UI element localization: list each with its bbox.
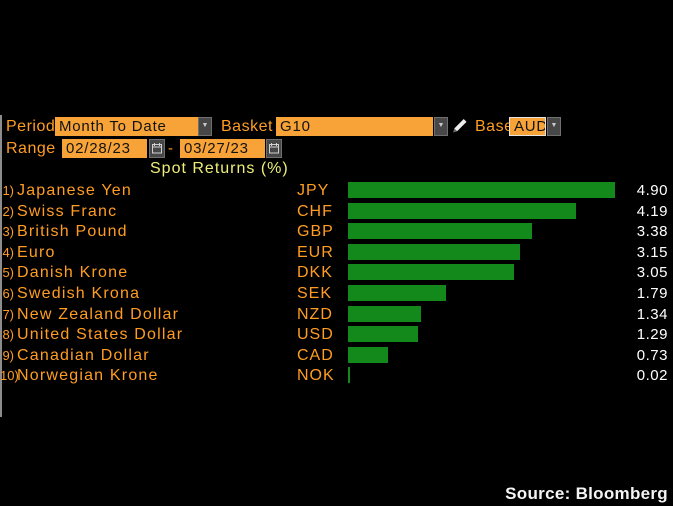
edit-basket-button[interactable] xyxy=(451,116,469,134)
return-value: 1.34 xyxy=(636,305,668,323)
currency-code: CHF xyxy=(297,202,333,220)
row-rank: 6) xyxy=(2,286,14,301)
currency-name: United States Dollar xyxy=(17,326,184,344)
row-rank: 3) xyxy=(2,224,14,240)
return-value: 3.15 xyxy=(636,243,668,261)
row-rank: 4) xyxy=(2,244,14,260)
basket-dropdown-button[interactable]: ▼ xyxy=(434,117,448,136)
currency-row[interactable]: 6) Swedish Krona SEK 1.79 xyxy=(0,283,673,304)
range-separator: - xyxy=(168,140,173,157)
currency-code: SEK xyxy=(297,285,333,302)
panel-left-border xyxy=(0,115,2,417)
currency-row[interactable]: 4) Euro EUR 3.15 xyxy=(0,242,673,263)
currency-name: British Pound xyxy=(17,223,128,241)
chevron-down-icon: ▼ xyxy=(550,122,558,129)
currency-row[interactable]: 7) New Zealand Dollar NZD 1.34 xyxy=(0,304,673,325)
currency-row[interactable]: 9) Canadian Dollar CAD 0.73 xyxy=(0,345,673,366)
row-rank: 5) xyxy=(2,265,14,281)
period-label: Period xyxy=(6,118,56,135)
currency-code: NZD xyxy=(297,305,333,323)
return-bar xyxy=(348,346,388,363)
currency-name: Japanese Yen xyxy=(17,182,132,199)
range-end-input[interactable]: 03/27/23 xyxy=(180,139,265,158)
row-rank: 10) xyxy=(0,368,19,384)
currency-name: Swedish Krona xyxy=(17,285,141,302)
currency-code: CAD xyxy=(297,346,334,364)
chart-title: Spot Returns (%) xyxy=(150,160,289,177)
currency-code: JPY xyxy=(297,182,330,199)
row-rank: 2) xyxy=(2,203,14,219)
base-select[interactable]: AUD xyxy=(509,117,546,136)
currency-row[interactable]: 5) Danish Krone DKK 3.05 xyxy=(0,262,673,283)
return-value: 0.73 xyxy=(636,346,668,364)
return-bar xyxy=(348,223,533,240)
return-bar xyxy=(348,285,446,301)
base-label: Base xyxy=(475,118,514,135)
return-value: 4.90 xyxy=(636,182,668,199)
currency-name: Danish Krone xyxy=(17,264,129,282)
return-bar xyxy=(348,182,615,198)
period-select[interactable]: Month To Date xyxy=(55,117,198,136)
calendar-icon xyxy=(269,143,279,154)
return-value: 3.38 xyxy=(636,223,668,241)
basket-label: Basket xyxy=(221,118,273,135)
range-end-calendar-button[interactable] xyxy=(266,139,282,158)
return-bar xyxy=(348,243,520,260)
currency-code: NOK xyxy=(297,367,335,385)
row-rank: 8) xyxy=(2,327,14,343)
row-rank: 1) xyxy=(2,183,14,198)
range-start-input[interactable]: 02/28/23 xyxy=(62,139,147,158)
pencil-icon xyxy=(453,119,467,133)
return-value: 0.02 xyxy=(636,367,668,385)
source-credit: Source: Bloomberg xyxy=(505,484,668,503)
return-bar xyxy=(348,367,350,384)
return-value: 4.19 xyxy=(636,202,668,220)
basket-select[interactable]: G10 xyxy=(276,117,433,136)
currency-name: Swiss Franc xyxy=(17,202,118,220)
currency-name: Norwegian Krone xyxy=(17,367,159,385)
return-value: 1.79 xyxy=(636,285,668,302)
range-label: Range xyxy=(6,140,56,157)
currency-row[interactable]: 10) Norwegian Krone NOK 0.02 xyxy=(0,365,673,386)
return-bar xyxy=(348,202,577,219)
row-rank: 9) xyxy=(2,347,14,363)
return-value: 3.05 xyxy=(636,264,668,282)
period-dropdown-button[interactable]: ▼ xyxy=(198,117,212,136)
currency-row[interactable]: 8) United States Dollar USD 1.29 xyxy=(0,324,673,345)
currency-row[interactable]: 3) British Pound GBP 3.38 xyxy=(0,221,673,242)
currency-name: Canadian Dollar xyxy=(17,346,150,364)
currency-name: Euro xyxy=(17,243,56,261)
currency-code: USD xyxy=(297,326,334,344)
row-rank: 7) xyxy=(2,306,14,322)
chevron-down-icon: ▼ xyxy=(437,122,445,129)
currency-row[interactable]: 1) Japanese Yen JPY 4.90 xyxy=(0,180,673,201)
currency-row[interactable]: 2) Swiss Franc CHF 4.19 xyxy=(0,201,673,222)
currency-code: EUR xyxy=(297,243,334,261)
currency-code: GBP xyxy=(297,223,334,241)
return-bar xyxy=(348,305,422,322)
chevron-down-icon: ▼ xyxy=(201,122,209,129)
currency-code: DKK xyxy=(297,264,333,282)
return-bar xyxy=(348,264,515,281)
range-start-calendar-button[interactable] xyxy=(149,139,165,158)
calendar-icon xyxy=(152,143,162,154)
return-value: 1.29 xyxy=(636,326,668,344)
base-dropdown-button[interactable]: ▼ xyxy=(547,117,561,136)
return-bar xyxy=(348,326,419,343)
currency-name: New Zealand Dollar xyxy=(17,305,180,323)
